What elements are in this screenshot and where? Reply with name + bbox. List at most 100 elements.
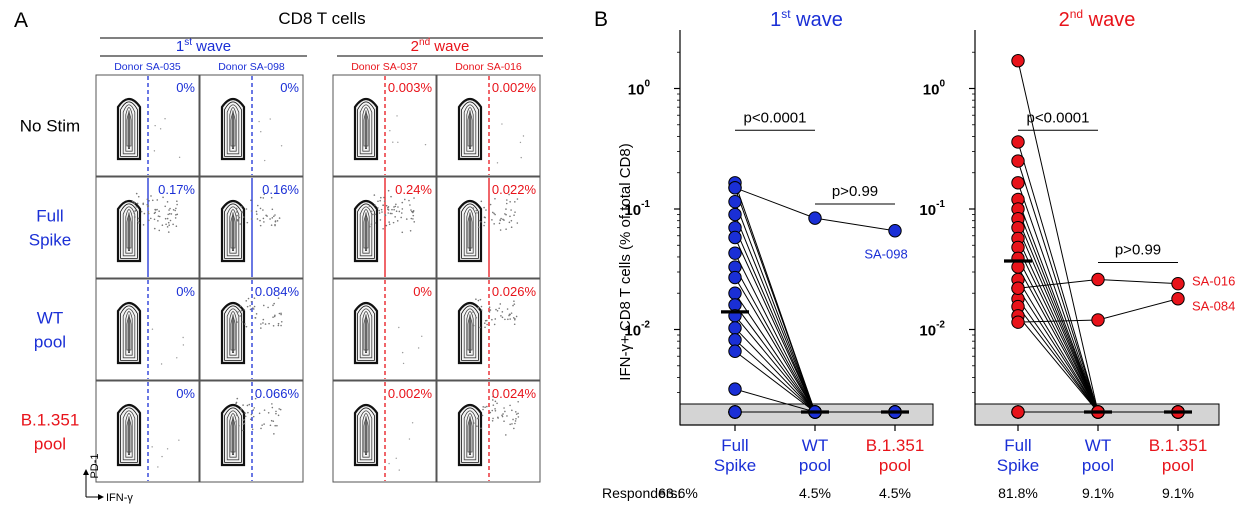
event-dot bbox=[176, 203, 178, 206]
event-dot bbox=[237, 311, 239, 313]
data-point bbox=[728, 344, 742, 358]
event-dot bbox=[172, 209, 175, 211]
x-key-arrowhead bbox=[98, 494, 104, 500]
x-tick-label: B.1.351 bbox=[1149, 436, 1208, 455]
event-dot bbox=[255, 313, 258, 315]
y-tick-base: 10 bbox=[624, 323, 641, 340]
chart-title-number: 1 bbox=[770, 9, 781, 31]
event-dot bbox=[509, 423, 511, 426]
event-dot bbox=[482, 406, 485, 408]
contour-ring bbox=[128, 314, 130, 353]
event-dot bbox=[479, 326, 481, 329]
responders-value: 81.8% bbox=[998, 485, 1038, 501]
y-tick-exponent: -2 bbox=[936, 320, 945, 331]
event-dot bbox=[148, 199, 150, 202]
event-dot bbox=[515, 413, 518, 415]
donor-line bbox=[734, 350, 895, 413]
flow-plot-cell: 0% bbox=[95, 278, 200, 381]
p-value-label: p>0.99 bbox=[832, 183, 878, 200]
event-dot bbox=[269, 218, 271, 220]
event-dot bbox=[247, 297, 250, 300]
panel-b-letter: B bbox=[594, 8, 608, 31]
event-dot bbox=[153, 227, 156, 230]
donor-line bbox=[734, 339, 895, 413]
contour-ring bbox=[126, 418, 132, 453]
contour-ring bbox=[363, 418, 369, 453]
event-dot bbox=[388, 221, 390, 223]
wave-label-suffix: st bbox=[184, 37, 192, 48]
event-dot bbox=[247, 411, 249, 414]
data-point bbox=[1091, 313, 1105, 327]
y-tick-exponent: 0 bbox=[644, 79, 650, 90]
flow-plot-cell: 0.24% bbox=[332, 176, 437, 279]
event-dot bbox=[250, 300, 253, 303]
contour-ring bbox=[232, 416, 234, 455]
event-dot bbox=[273, 433, 275, 435]
data-point bbox=[728, 207, 742, 222]
event-dot bbox=[493, 212, 495, 215]
event-dot bbox=[133, 212, 135, 214]
event-dot bbox=[253, 305, 256, 308]
event-dot bbox=[514, 211, 516, 213]
event-dot bbox=[253, 297, 256, 299]
event-dot bbox=[258, 120, 260, 123]
event-dot bbox=[169, 207, 171, 210]
event-dot bbox=[178, 439, 180, 441]
y-tick-label: 10-2 bbox=[624, 320, 650, 340]
event-dot bbox=[373, 194, 376, 196]
chart-title-word: wave bbox=[791, 9, 843, 31]
contour-ring bbox=[229, 413, 237, 458]
contour-ring bbox=[463, 206, 477, 257]
event-dot bbox=[413, 197, 415, 199]
responders-value: 63.6% bbox=[658, 485, 698, 501]
event-dot bbox=[511, 423, 513, 425]
row-label: WT bbox=[37, 309, 63, 328]
x-tick-label: Spike bbox=[997, 456, 1040, 475]
event-dot bbox=[174, 209, 176, 212]
event-dot bbox=[273, 215, 275, 218]
wave-chart-2: 2nd wave10010-110-2FullSpike81.8%WTpool9… bbox=[919, 7, 1235, 501]
event-dot bbox=[167, 231, 170, 233]
event-dot bbox=[176, 200, 178, 202]
event-dot bbox=[374, 204, 377, 207]
event-dot bbox=[513, 300, 515, 302]
event-dot bbox=[262, 322, 264, 324]
contour-ring bbox=[232, 110, 234, 149]
event-dot bbox=[483, 206, 485, 209]
contour-ring bbox=[229, 107, 237, 152]
contour-ring bbox=[122, 104, 136, 155]
event-dot bbox=[509, 215, 511, 218]
contour-ring bbox=[120, 407, 138, 463]
event-dot bbox=[243, 422, 246, 425]
data-point bbox=[1171, 276, 1185, 291]
event-dot bbox=[510, 226, 513, 229]
event-dot bbox=[151, 199, 154, 202]
contour-ring bbox=[226, 308, 240, 359]
event-dot bbox=[393, 208, 395, 211]
event-dot bbox=[482, 408, 484, 411]
event-dot bbox=[166, 448, 169, 450]
event-dot bbox=[491, 420, 494, 422]
event-dot bbox=[512, 418, 514, 421]
contour-ring bbox=[120, 305, 138, 361]
event-dot bbox=[270, 224, 273, 226]
event-dot bbox=[472, 207, 475, 209]
y-tick-exponent: -2 bbox=[641, 320, 650, 331]
event-dot bbox=[178, 156, 181, 159]
event-dot bbox=[259, 219, 261, 222]
event-dot bbox=[176, 357, 178, 359]
event-dot bbox=[509, 200, 511, 203]
event-dot bbox=[252, 415, 255, 418]
contour-ring bbox=[365, 212, 367, 251]
event-dot bbox=[136, 202, 139, 205]
y-tick-base: 10 bbox=[923, 82, 940, 99]
y-tick-base: 10 bbox=[628, 82, 645, 99]
event-dot bbox=[508, 314, 510, 317]
event-dot bbox=[249, 418, 252, 421]
event-dot bbox=[242, 404, 244, 406]
event-dot bbox=[166, 217, 169, 220]
event-dot bbox=[506, 199, 508, 201]
event-dot bbox=[146, 198, 149, 201]
data-point bbox=[728, 194, 742, 209]
event-dot bbox=[505, 434, 507, 436]
